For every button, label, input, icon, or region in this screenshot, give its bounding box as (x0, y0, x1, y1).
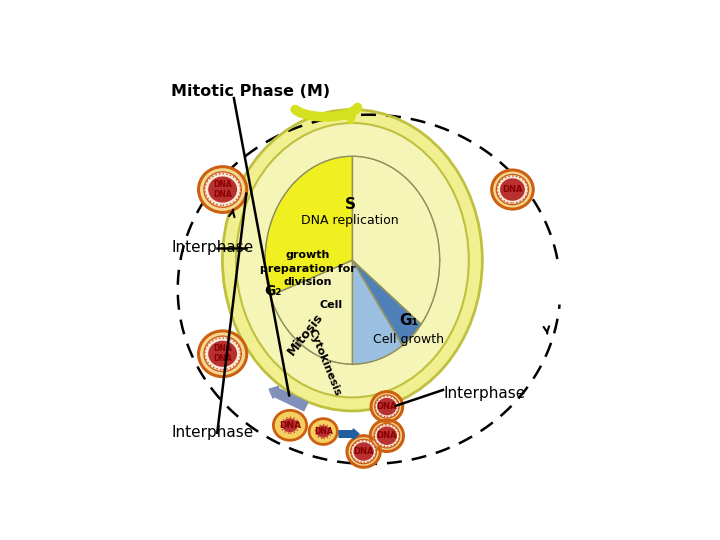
Text: DNA
DNA: DNA DNA (213, 180, 232, 199)
Text: Mitotic Phase (M): Mitotic Phase (M) (171, 84, 330, 99)
Text: DNA: DNA (503, 185, 523, 194)
Polygon shape (352, 156, 440, 346)
Ellipse shape (351, 439, 377, 464)
Ellipse shape (204, 336, 241, 372)
Text: Mitosis: Mitosis (285, 310, 326, 358)
Text: DNA: DNA (377, 431, 397, 440)
Polygon shape (352, 260, 421, 346)
Text: DNA
DNA: DNA DNA (213, 345, 232, 363)
Text: DNA: DNA (354, 447, 374, 456)
Ellipse shape (283, 419, 297, 431)
Ellipse shape (199, 167, 247, 212)
Ellipse shape (204, 172, 241, 207)
Ellipse shape (374, 423, 400, 448)
Text: DNA: DNA (314, 427, 333, 436)
Ellipse shape (500, 179, 524, 200)
FancyArrow shape (269, 386, 307, 411)
Ellipse shape (374, 395, 399, 418)
FancyArrow shape (339, 429, 359, 439)
Text: Cytokinesis: Cytokinesis (307, 327, 343, 397)
Ellipse shape (236, 123, 469, 397)
Ellipse shape (370, 420, 403, 451)
Text: Cell: Cell (319, 300, 342, 310)
Ellipse shape (309, 418, 338, 444)
Ellipse shape (354, 443, 373, 460)
Ellipse shape (496, 174, 528, 205)
Text: Interphase: Interphase (171, 426, 253, 440)
Text: S: S (345, 197, 356, 212)
Ellipse shape (492, 170, 534, 209)
Ellipse shape (377, 427, 396, 444)
Ellipse shape (371, 392, 402, 422)
Ellipse shape (209, 177, 236, 202)
Text: G₁: G₁ (399, 313, 418, 328)
Text: G₂: G₂ (264, 285, 282, 299)
Ellipse shape (199, 331, 247, 377)
Ellipse shape (378, 399, 396, 415)
Polygon shape (265, 156, 352, 296)
Ellipse shape (274, 410, 307, 440)
Ellipse shape (209, 341, 236, 366)
Text: DNA replication: DNA replication (302, 214, 399, 227)
Text: DNA: DNA (377, 402, 397, 411)
Text: Interphase: Interphase (444, 386, 526, 401)
Text: growth
preparation for
division: growth preparation for division (260, 251, 356, 287)
Text: Interphase: Interphase (171, 240, 253, 255)
Ellipse shape (222, 110, 482, 411)
Text: DNA: DNA (279, 421, 301, 430)
Polygon shape (270, 260, 352, 364)
Polygon shape (352, 260, 421, 364)
Text: Cell growth: Cell growth (373, 333, 444, 346)
Ellipse shape (317, 426, 330, 437)
Ellipse shape (347, 436, 380, 467)
